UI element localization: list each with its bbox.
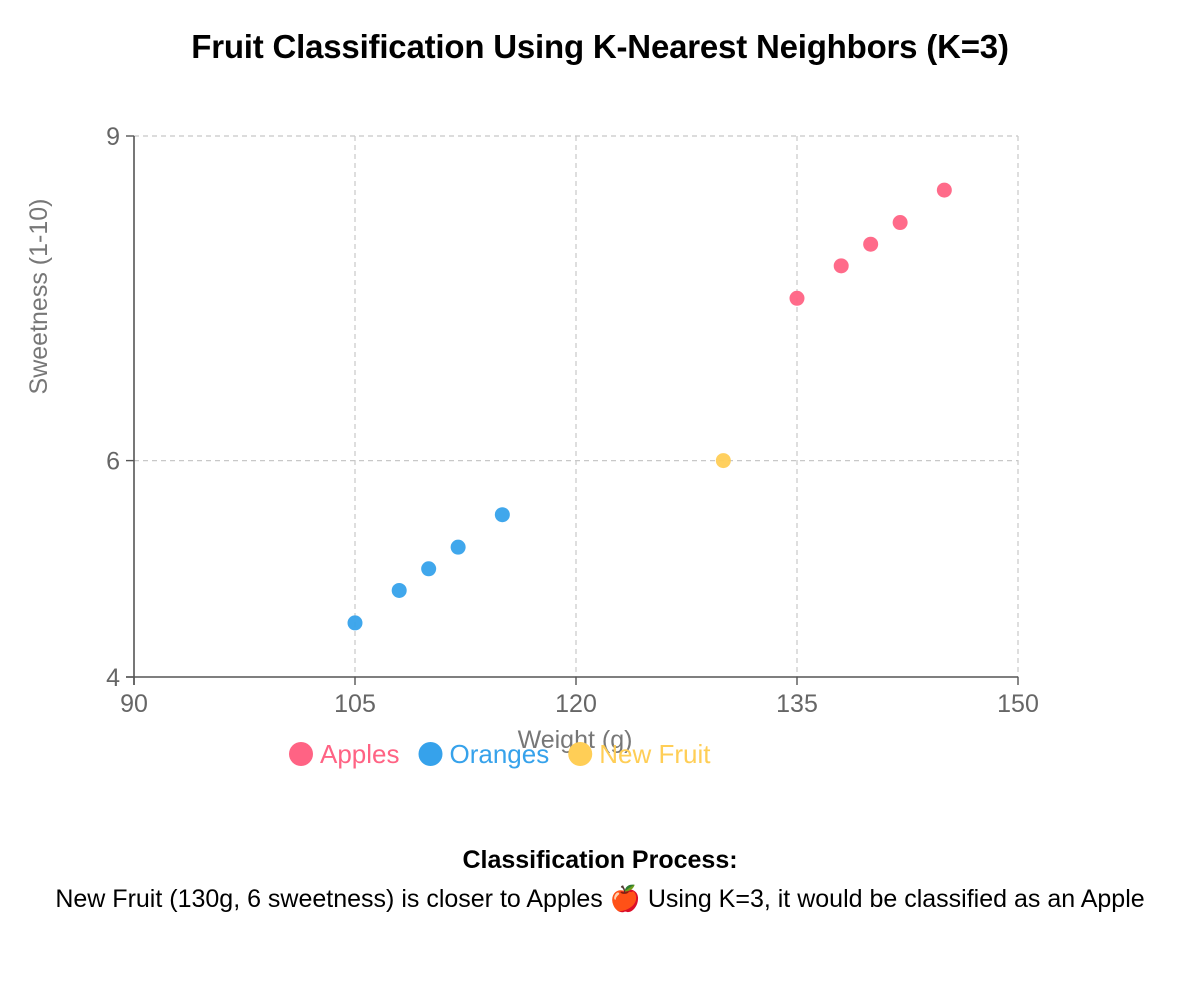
data-point bbox=[494, 507, 510, 523]
data-point bbox=[421, 561, 437, 577]
x-tick-label: 105 bbox=[334, 690, 376, 718]
data-point bbox=[391, 582, 407, 598]
axes bbox=[126, 135, 1019, 685]
data-points bbox=[347, 182, 952, 631]
legend-label: New Fruit bbox=[599, 739, 711, 769]
data-point bbox=[789, 290, 805, 306]
y-tick-label: 4 bbox=[106, 664, 120, 692]
legend-item[interactable]: New Fruit bbox=[568, 739, 711, 769]
chart-legend[interactable]: Apples Oranges New Fruit bbox=[289, 739, 711, 769]
data-point bbox=[863, 236, 879, 252]
chart-title: Fruit Classification Using K-Nearest Nei… bbox=[191, 28, 1009, 65]
x-tick-label: 90 bbox=[120, 690, 148, 718]
y-axis-title: Sweetness (1-10) bbox=[25, 199, 53, 395]
y-tick-label: 6 bbox=[106, 448, 120, 476]
data-point bbox=[833, 258, 849, 274]
data-point bbox=[450, 539, 466, 555]
data-point bbox=[715, 453, 731, 469]
data-point bbox=[936, 182, 952, 198]
legend-label: Oranges bbox=[450, 739, 550, 769]
data-point bbox=[347, 615, 363, 631]
x-tick-label: 150 bbox=[997, 690, 1039, 718]
x-tick-label: 135 bbox=[776, 690, 818, 718]
legend-item[interactable]: Apples bbox=[289, 739, 400, 769]
grid-lines bbox=[134, 135, 1019, 677]
tick-labels: 90 105 120 135 150 4 6 9 bbox=[106, 123, 1039, 718]
process-heading: Classification Process: bbox=[462, 846, 738, 874]
legend-swatch bbox=[418, 742, 443, 766]
classification-process: Classification Process: New Fruit (130g,… bbox=[0, 842, 1200, 920]
x-tick-label: 120 bbox=[555, 690, 597, 718]
legend-label: Apples bbox=[320, 739, 400, 769]
data-point bbox=[892, 215, 908, 231]
process-description: New Fruit (130g, 6 sweetness) is closer … bbox=[55, 885, 1145, 913]
y-tick-label: 9 bbox=[106, 123, 120, 151]
legend-item[interactable]: Oranges bbox=[418, 739, 550, 769]
legend-swatch bbox=[289, 742, 313, 766]
legend-swatch bbox=[568, 742, 593, 766]
